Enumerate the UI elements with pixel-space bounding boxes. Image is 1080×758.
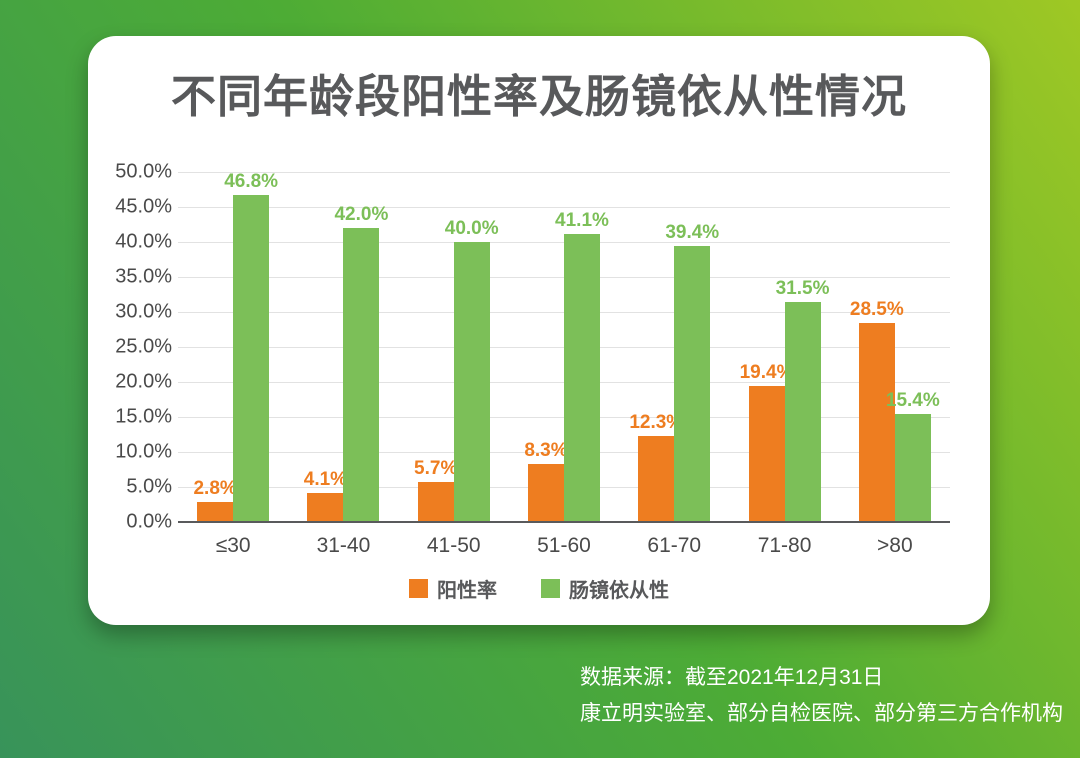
bar-column: 12.3% xyxy=(629,172,683,522)
bar-group: 19.4% 31.5% xyxy=(740,172,829,522)
x-tick-label: 51-60 xyxy=(537,534,591,557)
y-tick-label: 0.0% xyxy=(126,510,172,533)
y-tick-label: 10.0% xyxy=(115,440,172,463)
x-axis-line xyxy=(178,521,950,523)
bar-value-label: 4.1% xyxy=(303,469,348,491)
y-tick-label: 40.0% xyxy=(115,230,172,253)
bar-value-label: 40.0% xyxy=(444,218,499,239)
bar-value-label: 2.8% xyxy=(193,478,237,500)
bar-column: 42.0% xyxy=(334,172,388,522)
chart-card: 不同年龄段阳性率及肠镜依从性情况 50.0% 45.0% 40.0% 35.0% 30.… xyxy=(88,36,990,625)
bar-value-label: 28.5% xyxy=(849,298,904,320)
bar-group: 4.1% 42.0% xyxy=(304,172,388,522)
bar-series-1 xyxy=(343,228,380,522)
bar-value-label: 41.1% xyxy=(555,210,609,232)
bar-series-0 xyxy=(197,502,234,522)
bar-group: 12.3% 39.4% xyxy=(629,172,719,522)
legend-label: 肠镜依从性 xyxy=(569,580,669,602)
y-tick-label: 15.0% xyxy=(115,405,172,428)
x-tick-label: 71-80 xyxy=(757,534,812,557)
bar-value-label: 46.8% xyxy=(224,171,279,192)
bar-groups: 2.8% 46.8% 4.1% 42.0% 5.7% 40.0% 8.3% 41.1% 12.3… xyxy=(178,172,950,522)
bar-series-1 xyxy=(674,246,711,522)
y-tick-label: 50.0% xyxy=(115,160,172,183)
bar-series-0 xyxy=(417,482,454,522)
bar-column: 4.1% xyxy=(304,172,347,522)
bar-value-label: 42.0% xyxy=(334,204,389,225)
source-line-2: 康立明实验室、部分自检医院、部分第三方合作机构 xyxy=(580,702,1063,725)
chart-legend: 阳性率 肠镜依从性 xyxy=(88,574,990,603)
bar-column: 31.5% xyxy=(776,172,829,522)
bar-column: 46.8% xyxy=(224,172,278,522)
bar-column: 41.1% xyxy=(555,172,609,522)
x-tick-label: ≤30 xyxy=(215,534,251,557)
bar-series-0 xyxy=(748,386,785,522)
x-tick-label: 41-50 xyxy=(426,534,481,557)
legend-item: 阳性率 xyxy=(409,574,497,603)
x-tick-label: 31-40 xyxy=(316,534,371,557)
y-tick-label: 20.0% xyxy=(115,370,172,393)
bar-series-0 xyxy=(527,463,564,522)
bar-series-0 xyxy=(858,322,895,522)
bar-group: 8.3% 41.1% xyxy=(524,172,609,522)
source-line-1: 数据来源：截至2021年12月31日 xyxy=(580,666,884,689)
bar-value-label: 15.4% xyxy=(885,390,940,412)
y-tick-label: 5.0% xyxy=(126,475,172,498)
x-tick-label: 61-70 xyxy=(647,534,702,557)
y-tick-label: 25.0% xyxy=(115,335,172,358)
x-tick-label: >80 xyxy=(877,534,913,557)
bar-column: 8.3% xyxy=(524,172,568,522)
y-tick-label: 35.0% xyxy=(115,265,172,288)
legend-swatch xyxy=(541,579,560,598)
bar-value-label: 5.7% xyxy=(414,458,458,480)
bar-value-label: 31.5% xyxy=(775,277,830,299)
y-tick-label: 30.0% xyxy=(115,300,172,323)
bar-value-label: 12.3% xyxy=(629,411,684,433)
y-axis: 50.0% 45.0% 40.0% 35.0% 30.0% 25.0% 20.0% 15.0%… xyxy=(88,161,172,533)
bar-value-label: 8.3% xyxy=(524,439,568,461)
bar-column: 39.4% xyxy=(665,172,719,522)
bar-series-1 xyxy=(233,195,270,522)
bar-column: 28.5% xyxy=(850,172,904,522)
bar-column: 2.8% xyxy=(193,172,237,522)
bar-column: 19.4% xyxy=(740,172,793,522)
bar-series-0 xyxy=(638,435,675,522)
bar-series-1 xyxy=(563,234,600,522)
bar-value-label: 39.4% xyxy=(665,222,720,244)
bar-group: 28.5% 15.4% xyxy=(850,172,940,522)
legend-item: 肠镜依从性 xyxy=(541,574,669,603)
bar-column: 40.0% xyxy=(445,172,499,522)
y-tick-label: 45.0% xyxy=(115,195,172,218)
plot-area: 2.8% 46.8% 4.1% 42.0% 5.7% 40.0% 8.3% 41.1% 12.3… xyxy=(178,172,950,523)
gridline xyxy=(178,207,950,208)
bar-column: 5.7% xyxy=(414,172,457,522)
legend-swatch xyxy=(409,579,428,598)
gridline xyxy=(178,172,950,173)
x-axis-labels: ≤30 31-40 41-50 51-60 61-70 71-80 >80 xyxy=(178,534,950,558)
bar-series-1 xyxy=(784,301,821,522)
bar-group: 2.8% 46.8% xyxy=(193,172,278,522)
bar-value-label: 19.4% xyxy=(739,362,794,384)
data-source-note: 数据来源：截至2021年12月31日 康立明实验室、部分自检医院、部分第三方合作… xyxy=(580,660,1063,732)
bar-column: 15.4% xyxy=(886,172,940,522)
bar-group: 5.7% 40.0% xyxy=(414,172,499,522)
chart-title: 不同年龄段阳性率及肠镜依从性情况 xyxy=(170,71,907,122)
bar-series-1 xyxy=(894,414,931,522)
bar-series-0 xyxy=(307,493,344,522)
bar-series-1 xyxy=(453,242,490,522)
legend-label: 阳性率 xyxy=(437,580,497,602)
